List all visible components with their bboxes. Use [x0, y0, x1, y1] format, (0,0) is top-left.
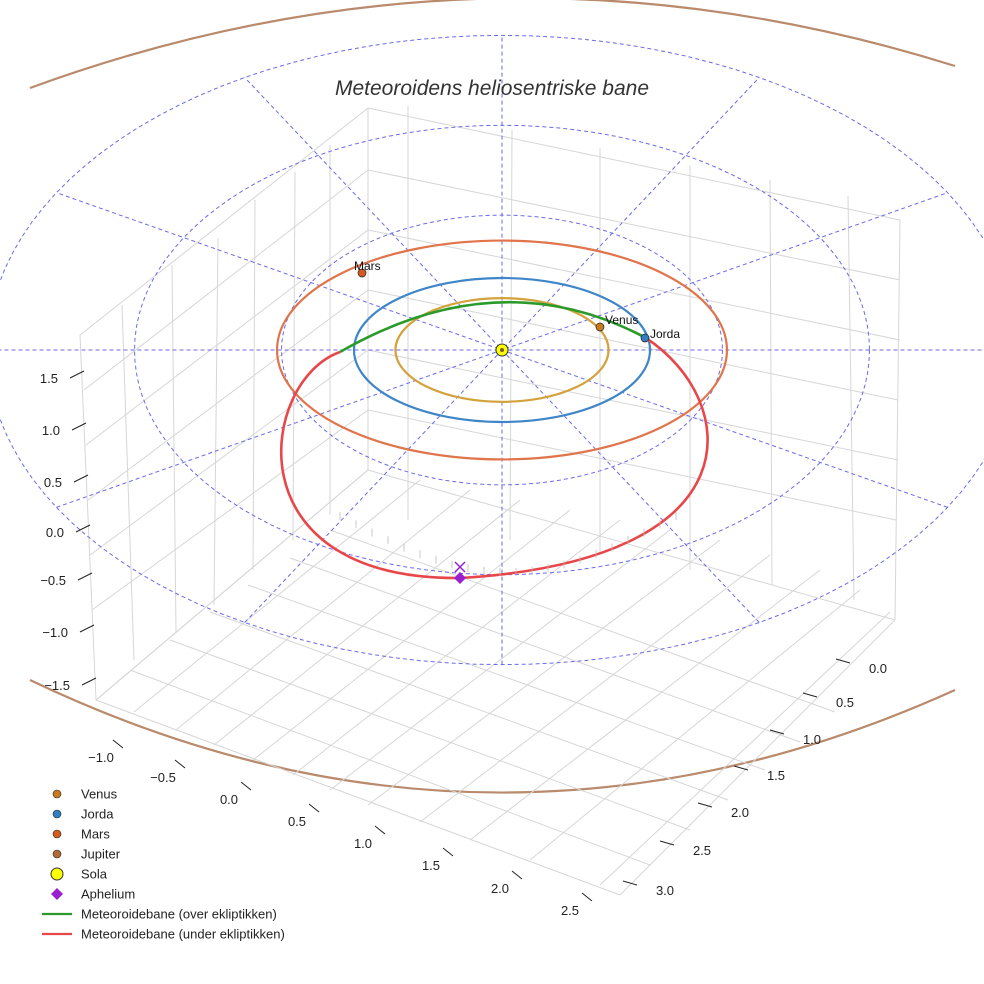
z-tick-mark — [73, 474, 89, 483]
z-tick-label: −1.0 — [42, 625, 68, 640]
z-tick-label: 0.5 — [44, 475, 62, 490]
legend-item-jorda: Jorda — [52, 807, 114, 822]
legend-item-sola: Sola — [50, 867, 108, 882]
z-tick-mark — [75, 524, 91, 533]
x-tick-mark — [374, 825, 386, 835]
legend-label: Meteoroidebane (over ekliptikken) — [81, 907, 277, 922]
y-tick-label: 0.0 — [869, 661, 887, 676]
z-axis-ticks: −1.5 −1.0 −0.5 0.0 0.5 1.0 1.5 — [40, 370, 97, 693]
z-tick-label: 0.0 — [46, 525, 64, 540]
z-tick-label: 1.0 — [42, 423, 60, 438]
z-tick-mark — [77, 572, 93, 581]
z-tick-label: 1.5 — [40, 371, 58, 386]
y-tick-mark — [622, 880, 638, 886]
legend: Venus Jorda Mars Jupiter Sola Aphelium Meteoro… — [42, 787, 285, 942]
legend-marker — [50, 867, 64, 881]
sun-center — [500, 348, 504, 352]
x-tick-label: 2.0 — [491, 881, 509, 896]
y-tick-mark — [697, 802, 713, 808]
aphelium-cross — [454, 561, 466, 573]
x-tick-label: 0.0 — [220, 792, 238, 807]
venus-orbit — [394, 297, 610, 403]
x-tick-mark — [581, 892, 593, 902]
legend-marker — [52, 789, 62, 799]
venus-label: Venus — [605, 313, 638, 327]
x-tick-label: 2.5 — [561, 903, 579, 918]
x-tick-mark — [442, 847, 454, 857]
y-tick-mark — [733, 765, 749, 771]
y-tick-mark — [802, 692, 818, 698]
legend-marker — [52, 849, 62, 859]
y-tick-label: 0.5 — [836, 695, 854, 710]
legend-label: Aphelium — [81, 887, 135, 902]
y-tick-mark — [659, 840, 675, 846]
z-tick-label: −0.5 — [40, 573, 66, 588]
sun — [495, 343, 509, 357]
planet-orbits — [275, 239, 729, 461]
y-tick-label: 1.0 — [803, 732, 821, 747]
ecliptic-ring — [0, 34, 984, 666]
aphelium-marker — [454, 572, 466, 584]
legend-item-jupiter: Jupiter — [52, 847, 121, 862]
x-tick-label: 1.5 — [422, 858, 440, 873]
y-tick-mark — [769, 729, 785, 735]
mars-orbit — [275, 239, 729, 461]
legend-item-meteoroidebane-over-ekliptikken-: Meteoroidebane (over ekliptikken) — [42, 907, 277, 922]
legend-item-aphelium: Aphelium — [51, 887, 135, 902]
y-tick-label: 2.5 — [693, 843, 711, 858]
x-axis-ticks: −1.0 −0.5 0.0 0.5 1.0 1.5 2.0 2.5 — [88, 739, 593, 918]
bodies: Venus Jorda Mars — [354, 259, 680, 343]
mars-label: Mars — [354, 259, 381, 273]
jorda-marker — [640, 333, 650, 343]
legend-label: Venus — [81, 787, 118, 802]
x-tick-label: 0.5 — [288, 814, 306, 829]
meteoroid-orbit — [279, 300, 709, 580]
legend-item-venus: Venus — [52, 787, 118, 802]
y-axis-ticks: 0.0 0.5 1.0 1.5 2.0 2.5 3.0 — [622, 658, 887, 898]
x-tick-label: −0.5 — [150, 770, 176, 785]
jupiter-orbit-bottom-arc — [29, 679, 956, 794]
z-tick-mark — [69, 370, 85, 379]
legend-label: Mars — [81, 827, 110, 842]
legend-label: Jorda — [81, 807, 114, 822]
legend-item-mars: Mars — [52, 827, 110, 842]
mars-marker — [357, 268, 367, 278]
x-tick-mark — [511, 870, 523, 880]
meteoroid-orbit-below — [279, 336, 709, 580]
x-tick-label: 1.0 — [354, 836, 372, 851]
x-tick-mark — [240, 781, 252, 791]
chart-title: Meteoroidens heliosentriske bane — [335, 77, 649, 100]
z-tick-mark — [81, 677, 97, 686]
jupiter-orbit-top-arc — [29, 0, 956, 90]
legend-marker — [52, 809, 62, 819]
jupiter-orbit — [29, 0, 956, 794]
legend-item-meteoroidebane-under-ekliptikken-: Meteoroidebane (under ekliptikken) — [42, 927, 285, 942]
jorda-label: Jorda — [650, 327, 680, 341]
x-tick-label: −1.0 — [88, 750, 114, 765]
legend-marker — [51, 888, 63, 900]
meteoroid-orbit-above — [339, 300, 647, 354]
z-tick-mark — [79, 624, 95, 633]
y-tick-mark — [835, 658, 851, 664]
x-tick-mark — [112, 739, 124, 749]
jorda-orbit — [352, 276, 652, 424]
x-tick-mark — [174, 759, 186, 769]
legend-marker — [52, 829, 62, 839]
y-tick-label: 3.0 — [656, 883, 674, 898]
legend-label: Sola — [81, 867, 108, 882]
z-tick-mark — [71, 422, 87, 431]
legend-label: Meteoroidebane (under ekliptikken) — [81, 927, 285, 942]
z-tick-label: −1.5 — [44, 678, 70, 693]
legend-label: Jupiter — [81, 847, 121, 862]
aphelium — [454, 561, 466, 584]
y-tick-label: 1.5 — [767, 768, 785, 783]
x-tick-mark — [308, 803, 320, 813]
venus-marker — [595, 322, 605, 332]
y-tick-label: 2.0 — [731, 805, 749, 820]
